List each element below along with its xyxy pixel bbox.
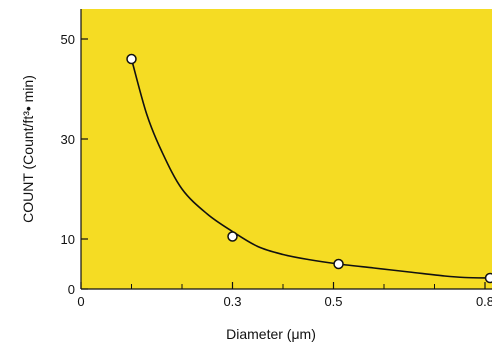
x-tick-label: 0.3 xyxy=(223,294,241,309)
x-axis-minor-ticks xyxy=(131,284,435,289)
y-tick-label: 30 xyxy=(61,132,75,147)
data-point xyxy=(333,258,344,270)
data-point xyxy=(227,231,238,242)
y-axis-ticks: 0 10 30 50 xyxy=(61,32,88,297)
series-line xyxy=(130,58,491,279)
data-point xyxy=(484,272,492,284)
data-point xyxy=(126,53,137,65)
x-axis-ticks: 0 0.3 0.5 0.8 xyxy=(77,282,492,309)
x-tick-label: 0.8 xyxy=(476,294,492,309)
x-tick-label: 0.5 xyxy=(324,294,342,309)
y-tick-label: 50 xyxy=(61,32,75,47)
x-axis-title: Diameter (μm) xyxy=(226,326,316,342)
y-tick-label: 10 xyxy=(61,232,75,247)
series-points xyxy=(126,53,492,284)
x-tick-label: 0 xyxy=(77,294,84,309)
y-tick-label: 0 xyxy=(68,282,75,297)
plot-background xyxy=(81,9,492,289)
y-axis-title: COUNT (Count/ft³• min) xyxy=(20,75,36,223)
